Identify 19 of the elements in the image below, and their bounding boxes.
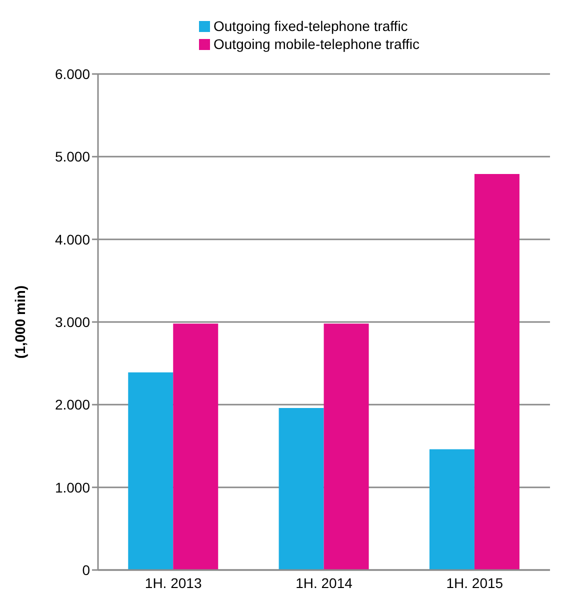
x-tick-label: 1H. 2015 [446,574,504,591]
legend-label: Outgoing mobile-telephone traffic [214,36,420,52]
bar [474,174,520,570]
y-tick-label: 3.000 [54,314,90,330]
y-axis-title: (1,000 min) [12,285,28,359]
bar [324,324,369,570]
y-tick-label: 6.000 [54,66,90,82]
bar [128,372,174,570]
y-tick-label: 5.000 [54,148,90,165]
bar [429,449,474,570]
bar [278,408,324,570]
legend-label: Outgoing fixed-telephone traffic [214,18,408,34]
y-tick-label: 4.000 [54,231,90,248]
y-tick-label: 2.000 [54,396,90,413]
y-tick-label: 1.000 [54,479,90,496]
x-tick-label: 1H. 2013 [144,574,202,591]
x-tick-label: 1H. 2014 [296,574,353,591]
y-tick-label: 0 [82,562,90,578]
bar [173,324,218,570]
